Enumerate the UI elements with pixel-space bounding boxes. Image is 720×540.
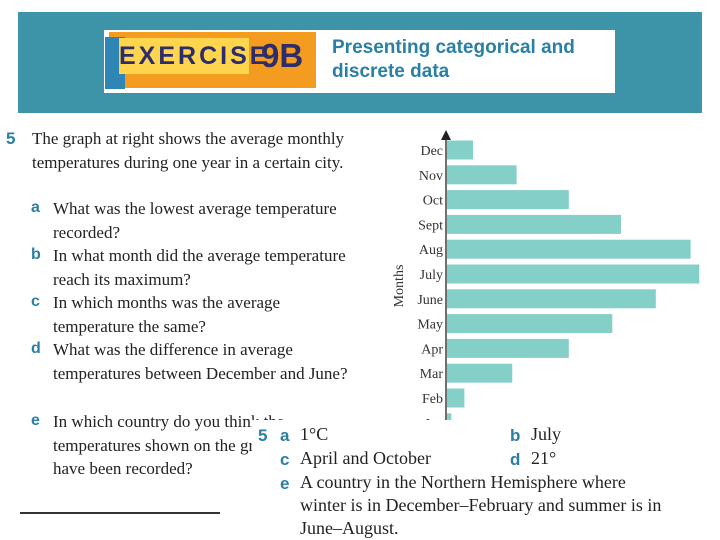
bar-may (447, 314, 613, 334)
exercise-banner: EXERCISE 9B Presenting categorical and d… (104, 30, 615, 93)
part-b-text: In what month did the average temperatur… (53, 246, 346, 289)
exercise-title: Presenting categorical and discrete data (332, 36, 617, 84)
answer-a-text: 1°C (300, 424, 329, 444)
answer-b-label: b (510, 426, 521, 445)
answer-e-line3: June–August. (300, 518, 399, 538)
answer-e-line1: A country in the Northern Hemisphere whe… (300, 472, 626, 492)
bar-aug (447, 239, 691, 259)
exercise-number: 9B (261, 37, 304, 74)
bar-dec (447, 140, 474, 160)
part-e-label: e (31, 412, 40, 429)
bar-mar (447, 363, 513, 383)
answer-e-label: e (280, 474, 290, 493)
month-label-aug: Aug (419, 243, 443, 258)
question-intro: The graph at right shows the average mon… (32, 129, 345, 172)
answer-number: 5 (258, 426, 268, 445)
month-label-may: May (417, 318, 443, 333)
bar-apr (447, 338, 569, 358)
answer-c-label: c (280, 450, 290, 469)
exercise-title-line1: Presenting categorical and (332, 37, 575, 58)
bar-jan (447, 413, 452, 420)
y-axis-label: Months (392, 265, 407, 308)
footer-rule (20, 512, 220, 514)
month-label-oct: Oct (423, 194, 443, 209)
answer-d-label: d (510, 450, 521, 469)
answer-c-text: April and October (300, 448, 431, 468)
month-label-june: June (417, 293, 443, 308)
part-c-label: c (31, 293, 40, 310)
month-label-july: July (420, 268, 443, 283)
bar-feb (447, 388, 465, 408)
temperature-bar-chart: Months Dec Nov Oct Sept Aug July June May Apr Mar… (392, 130, 700, 420)
bar-nov (447, 165, 517, 185)
part-a-label: a (31, 199, 40, 216)
answer-b-text: July (531, 424, 562, 444)
y-axis-arrow (441, 130, 451, 140)
exercise-title-line2: discrete data (332, 61, 450, 82)
question-number: 5 (6, 129, 16, 148)
answer-e-line2: winter is in December–February and summe… (300, 495, 662, 515)
month-label-apr: Apr (421, 342, 443, 357)
month-label-dec: Dec (420, 144, 443, 159)
bars-group (447, 140, 700, 420)
answer-a-label: a (280, 426, 290, 445)
part-a-text: What was the lowest average temperature … (53, 199, 337, 242)
answers-panel: 5 a 1°C b July c April and October d 21°… (252, 420, 720, 540)
answer-d-text: 21° (531, 448, 557, 468)
part-d-label: d (31, 340, 41, 357)
month-label-mar: Mar (420, 367, 444, 382)
part-c-text: In which months was the average temperat… (53, 293, 281, 336)
bar-sept (447, 214, 621, 234)
month-label-sept: Sept (418, 218, 443, 233)
bar-july (447, 264, 700, 284)
exercise-word: EXERCISE (119, 38, 266, 74)
month-label-nov: Nov (419, 169, 443, 184)
month-label-jan: Jan (424, 417, 443, 420)
bar-oct (447, 190, 569, 210)
month-labels-group: Dec Nov Oct Sept Aug July June May Apr Mar Feb Jan (417, 144, 443, 420)
month-label-feb: Feb (422, 392, 443, 407)
bar-june (447, 289, 656, 309)
exercise-badge: EXERCISE 9B (105, 32, 316, 89)
part-b-label: b (31, 246, 41, 263)
part-d-text: What was the difference in average tempe… (53, 340, 348, 383)
